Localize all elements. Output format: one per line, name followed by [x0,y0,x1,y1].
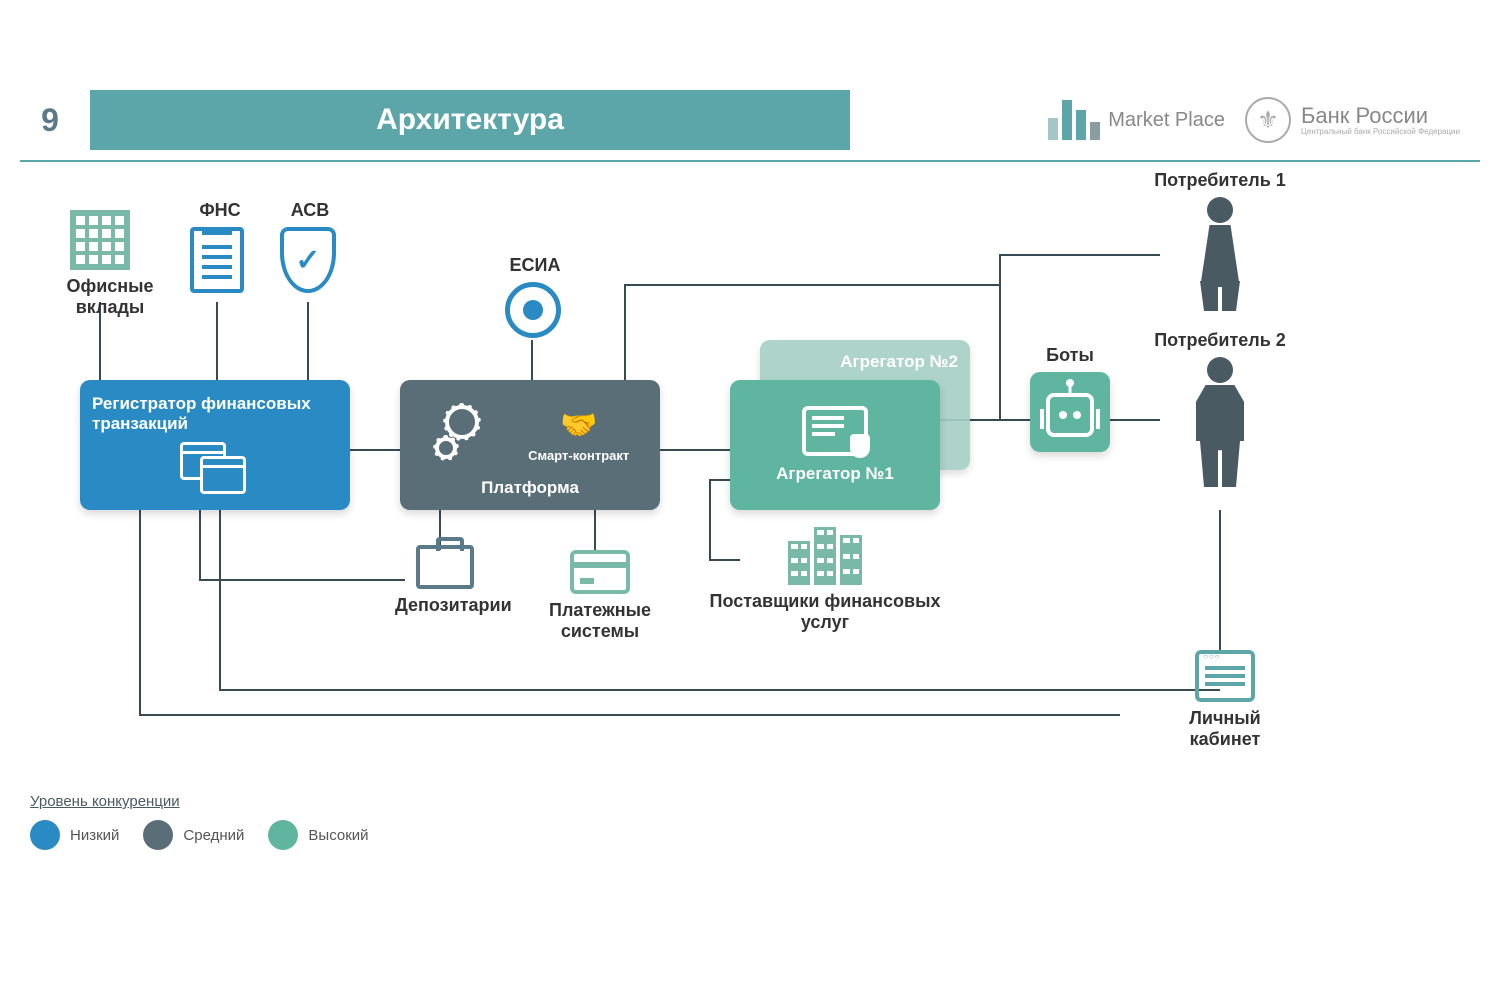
header-logos: Market Place ⚜ Банк России Центральный б… [1048,97,1480,143]
marketplace-label: Market Place [1108,109,1225,132]
person-male-icon [1190,357,1250,487]
node-platform: 🤝 Смарт-контракт Платформа [400,380,660,510]
shield-icon [280,227,336,293]
slide-header: 9 Архитектура Market Place ⚜ Банк России… [20,85,1480,155]
smart-contract-label: Смарт-контракт [528,448,629,463]
legend-dot-low [30,820,60,850]
robot-icon [1046,393,1094,437]
node-providers: Поставщики финансовых услуг [740,525,910,633]
depositories-label: Депозитарии [395,595,495,616]
office-deposits-label: Офисные вклады [50,276,170,318]
providers-label: Поставщики финансовых услуг [705,591,945,633]
person-female-icon [1190,197,1250,327]
fns-label: ФНС [190,200,250,221]
node-asv: АСВ [280,200,340,293]
legend-dot-high [268,820,298,850]
document-icon [190,227,244,293]
node-office-deposits: Офисные вклады [70,210,150,318]
legend-title: Уровень конкуренции [30,793,369,810]
architecture-diagram: Офисные вклады ФНС АСВ ЕСИА Регистратор … [0,170,1500,810]
building-icon [70,210,130,270]
legend-item-low: Низкий [30,820,119,850]
node-registrar: Регистратор финансовых транзакций [80,380,350,510]
legend-dot-medium [143,820,173,850]
marketplace-bars-icon [1048,100,1100,140]
legend-label-low: Низкий [70,827,119,844]
legend-item-high: Высокий [268,820,368,850]
page-number: 9 [20,85,80,155]
registrar-label: Регистратор финансовых транзакций [92,394,338,434]
node-depositories: Депозитарии [395,545,495,616]
cabinet-label: Личный кабинет [1165,708,1285,750]
card-icon [570,550,630,594]
bank-logo: ⚜ Банк России Центральный банк Российско… [1245,97,1460,143]
tablet-icon [802,406,868,456]
bank-emblem-icon: ⚜ [1245,97,1291,143]
browser-icon [1195,650,1255,702]
node-aggregator-1: Агрегатор №1 [730,380,940,510]
competition-legend: Уровень конкуренции Низкий Средний Высок… [30,793,369,850]
node-consumer-2: Потребитель 2 [1150,330,1290,487]
header-divider [20,160,1480,162]
aggregator2-label: Агрегатор №2 [840,352,958,372]
node-fns: ФНС [190,200,250,293]
consumer1-label: Потребитель 1 [1150,170,1290,191]
legend-item-medium: Средний [143,820,244,850]
legend-label-high: Высокий [308,827,368,844]
buildings-icon [780,525,870,585]
node-consumer-1: Потребитель 1 [1150,170,1290,327]
handshake-icon: 🤝 [554,408,604,444]
gears-icon [431,405,491,465]
aggregator1-label: Агрегатор №1 [776,464,894,484]
payment-label: Платежные системы [535,600,665,642]
slide-title: Архитектура [90,90,850,150]
bank-subtitle: Центральный банк Российской Федерации [1301,127,1460,136]
node-payment-systems: Платежные системы [545,550,655,642]
node-personal-cabinet: Личный кабинет [1180,650,1270,750]
briefcase-icon [416,545,474,589]
bank-name: Банк России [1301,105,1460,127]
node-esia: ЕСИА [505,255,565,338]
marketplace-logo: Market Place [1048,100,1225,140]
legend-label-medium: Средний [183,827,244,844]
esia-label: ЕСИА [505,255,565,276]
platform-label: Платформа [481,478,579,498]
consumer2-label: Потребитель 2 [1150,330,1290,351]
eye-icon [505,282,561,338]
windows-icon [180,442,250,496]
asv-label: АСВ [280,200,340,221]
bots-label: Боты [1030,345,1110,366]
node-bots: Боты [1030,345,1110,452]
